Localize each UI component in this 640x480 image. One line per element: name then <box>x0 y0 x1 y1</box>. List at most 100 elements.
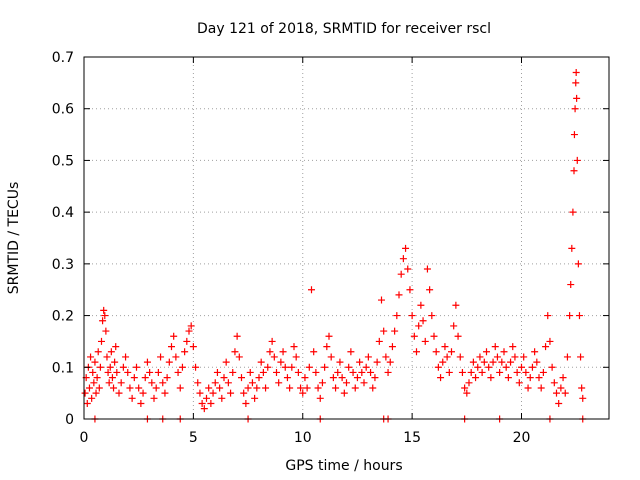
data-point <box>441 343 449 351</box>
data-point <box>157 353 165 361</box>
data-point <box>85 384 93 392</box>
data-point <box>454 332 462 340</box>
y-tick-label: 0.2 <box>52 309 74 325</box>
data-point <box>428 312 436 320</box>
data-point <box>360 379 368 387</box>
data-point <box>305 363 313 371</box>
data-point <box>283 374 291 382</box>
grid <box>84 57 609 419</box>
data-point <box>113 368 121 376</box>
data-point <box>369 384 377 392</box>
data-point <box>406 286 414 294</box>
data-point <box>148 379 156 387</box>
data-point <box>345 363 353 371</box>
x-tick-labels: 0 5 10 15 20 <box>80 430 531 446</box>
data-point <box>496 368 504 376</box>
data-point <box>515 379 523 387</box>
data-point <box>299 389 307 397</box>
data-point <box>143 358 151 366</box>
data-point <box>384 368 392 376</box>
data-point <box>200 405 208 413</box>
data-point <box>500 348 508 356</box>
data-point <box>452 301 460 309</box>
data-point <box>117 379 125 387</box>
x-tick-label: 20 <box>513 430 531 446</box>
data-point <box>504 374 512 382</box>
data-point <box>578 384 586 392</box>
data-point <box>102 327 110 335</box>
data-point <box>367 368 375 376</box>
data-point <box>542 343 550 351</box>
data-point <box>170 332 178 340</box>
y-tick-label: 0.3 <box>52 257 74 273</box>
data-point <box>577 353 585 361</box>
data-point <box>522 368 530 376</box>
data-point <box>189 343 197 351</box>
data-point <box>423 265 431 273</box>
data-point <box>96 363 104 371</box>
data-point <box>399 255 407 263</box>
data-point <box>569 208 577 216</box>
data-point <box>467 368 475 376</box>
data-point <box>353 374 361 382</box>
data-point <box>126 384 134 392</box>
data-point <box>303 384 311 392</box>
data-point <box>106 363 114 371</box>
data-point <box>445 368 453 376</box>
data-point <box>92 389 100 397</box>
data-point <box>192 363 200 371</box>
data-point <box>518 363 525 371</box>
data-point <box>205 384 213 392</box>
data-point <box>557 384 565 392</box>
data-point <box>251 394 259 402</box>
data-point <box>336 358 344 366</box>
data-point <box>104 368 112 376</box>
data-point <box>240 389 248 397</box>
data-point <box>270 353 278 361</box>
data-point <box>397 270 405 278</box>
data-point <box>402 244 410 252</box>
data-point <box>343 379 350 387</box>
data-point <box>107 348 115 356</box>
data-point <box>458 368 466 376</box>
data-point <box>297 384 305 392</box>
data-point <box>122 353 130 361</box>
data-point <box>168 343 175 351</box>
data-point <box>485 363 493 371</box>
data-points <box>81 69 587 423</box>
data-point <box>393 312 401 320</box>
data-point <box>567 281 575 289</box>
data-point <box>112 343 120 351</box>
data-point <box>364 353 372 361</box>
data-point <box>259 368 267 376</box>
data-point <box>544 312 552 320</box>
data-point <box>347 348 355 356</box>
y-tick-label: 0.4 <box>52 205 74 221</box>
data-point <box>174 368 182 376</box>
data-point <box>478 368 486 376</box>
x-axis-label: GPS time / hours <box>285 458 402 474</box>
data-point <box>579 394 587 402</box>
data-point <box>133 363 140 371</box>
data-point <box>119 363 127 371</box>
data-point <box>279 348 287 356</box>
data-point <box>417 301 425 309</box>
data-point <box>448 348 455 356</box>
data-point <box>332 384 340 392</box>
data-point <box>325 332 333 340</box>
data-point <box>290 343 298 351</box>
data-point <box>371 374 379 382</box>
x-tick-label: 15 <box>403 430 421 446</box>
data-point <box>141 374 149 382</box>
data-point <box>89 368 97 376</box>
x-tick-label: 5 <box>189 430 198 446</box>
data-point <box>87 353 95 361</box>
data-point <box>194 379 202 387</box>
data-point <box>135 384 143 392</box>
data-point <box>161 389 169 397</box>
data-point <box>218 394 226 402</box>
data-point <box>351 384 359 392</box>
data-point <box>98 337 105 345</box>
data-point <box>150 394 158 402</box>
y-tick-label: 0.1 <box>52 360 74 376</box>
